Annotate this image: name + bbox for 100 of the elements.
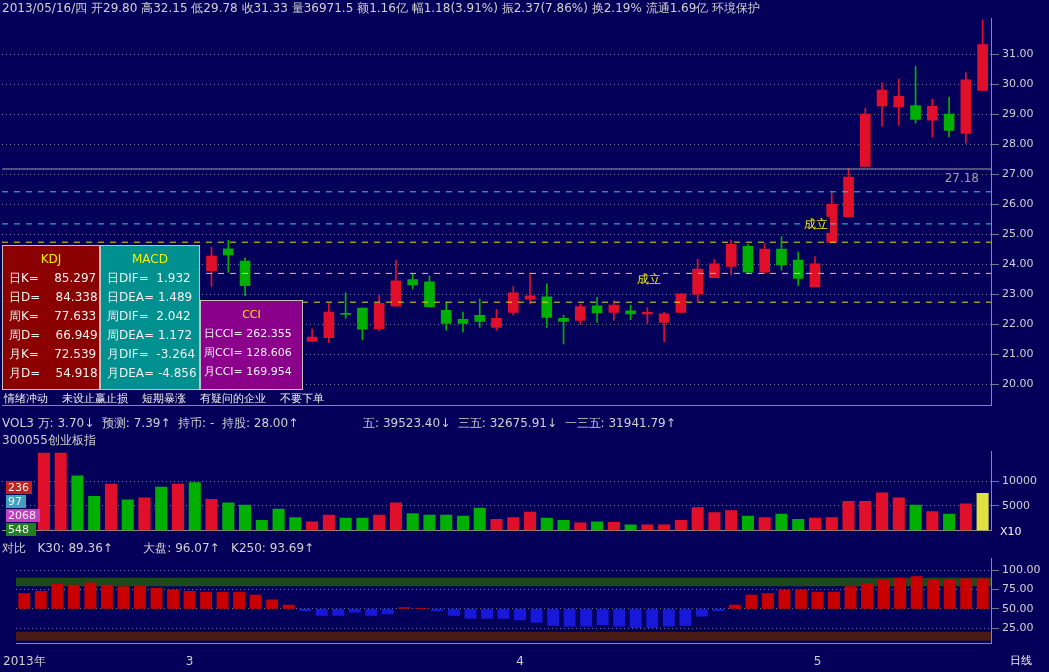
bar — [266, 599, 279, 609]
y-tick-label: 25.00 — [1002, 620, 1034, 634]
chart-title: 2013/05/16/四 开29.80 高32.15 低29.78 收31.33 量36971.5 额1.16亿 幅1.18(3.91%) 振2.37(7.86%) 换2.19% 流通1.69亿 环境保护 — [2, 1, 761, 16]
bar — [926, 511, 939, 531]
bar — [910, 576, 923, 609]
bar — [464, 608, 477, 619]
bar — [34, 590, 47, 609]
bar — [629, 608, 642, 629]
y-tick-label: 20.00 — [1002, 377, 1034, 391]
y-tick-label: 100.00 — [1002, 562, 1041, 576]
bar — [894, 577, 907, 609]
bar — [943, 579, 956, 609]
bar — [239, 504, 252, 531]
bar — [859, 500, 872, 531]
bar — [959, 503, 972, 531]
chart-subtitle: 300055创业板指 — [2, 432, 96, 447]
annotation: KDJ 日K= 85.297 日D= 84.338 周K= 77.633 周D= 66.949 月K= 72.539 月D= 54.918 — [9, 251, 98, 382]
annotation: 236 — [8, 481, 30, 494]
bar — [811, 591, 824, 609]
bar — [927, 579, 940, 609]
ref-line-label: 27.18 — [944, 171, 979, 186]
text: 日线 — [1010, 654, 1032, 667]
bar — [51, 583, 64, 609]
y-tick-label: 50.00 — [1002, 601, 1034, 615]
y-tick-label: 10000 — [1002, 474, 1037, 488]
bar — [134, 585, 146, 609]
x-tick-label: 4 — [516, 653, 524, 668]
bar — [842, 500, 855, 531]
bar — [607, 522, 620, 531]
x-tick-label: 5 — [813, 653, 822, 668]
bar — [447, 608, 460, 616]
bar — [563, 608, 576, 627]
y-tick-label: 31.00 — [1002, 47, 1034, 61]
bar — [557, 520, 570, 531]
y-tick-label: 29.00 — [1002, 107, 1034, 121]
y-tick-label: 27.00 — [1002, 167, 1034, 181]
bar — [456, 515, 470, 531]
annotation: MACD 日DIF= 1.932 日DEA= 1.489 周DIF= 2.042 周DEA= 1.172 月DIF= -3.264 月DEA= -4.856 — [107, 251, 197, 382]
bar — [233, 591, 246, 609]
bar — [155, 486, 168, 531]
bar — [825, 517, 838, 531]
bar — [662, 608, 675, 627]
bar — [381, 608, 394, 615]
bar — [306, 521, 319, 531]
bar — [778, 589, 791, 609]
text: X10 — [1000, 525, 1022, 538]
y-tick-label: 75.00 — [1002, 582, 1034, 596]
candlestick — [893, 78, 905, 126]
bar — [540, 517, 553, 531]
annotation: 548 — [8, 523, 34, 536]
bar — [37, 452, 50, 531]
bar — [775, 513, 788, 531]
bar — [828, 591, 840, 609]
bar — [473, 507, 486, 531]
bar — [795, 589, 807, 609]
bar — [497, 608, 510, 619]
bar — [348, 608, 361, 613]
bar — [943, 513, 956, 531]
annotation: 成立 — [637, 272, 661, 287]
bar — [960, 578, 973, 609]
bar — [315, 608, 328, 616]
bar — [373, 514, 386, 531]
bar — [249, 594, 262, 609]
annotation: CCI 日CCI= 262.355 周CCI= 128.606 月CCI= 169.954 — [204, 307, 293, 380]
bar — [514, 608, 526, 621]
x-tick-label: 2013年 — [3, 653, 46, 668]
bar — [876, 492, 889, 531]
y-tick-label: 23.00 — [1002, 287, 1034, 301]
bar — [272, 508, 285, 531]
y-tick-label: 22.00 — [1002, 317, 1034, 331]
bar — [580, 608, 593, 627]
bar — [792, 519, 805, 531]
bar — [745, 594, 758, 609]
bar — [440, 514, 453, 531]
y-tick-label: 28.00 — [1002, 137, 1034, 151]
y-tick-label: 24.00 — [1002, 257, 1034, 271]
bar — [88, 496, 101, 531]
bar — [861, 583, 874, 609]
bar — [282, 604, 295, 609]
y-tick-label: 21.00 — [1002, 347, 1034, 361]
bar — [725, 510, 738, 531]
bar — [523, 511, 537, 531]
bar — [613, 608, 626, 627]
bar — [679, 608, 692, 626]
annotation: 情绪冲动 未设止赢止损 短期暴涨 有疑问的企业 不要下单 — [4, 392, 324, 405]
annotation: 成立 — [804, 216, 828, 231]
bar — [67, 584, 80, 609]
bar — [728, 604, 741, 609]
bar — [121, 499, 134, 531]
bar — [530, 608, 543, 623]
bar — [84, 582, 97, 609]
bar — [150, 587, 163, 609]
bar — [117, 586, 130, 609]
bar — [356, 517, 369, 531]
bar — [389, 502, 402, 531]
chart-title: VOL3 万: 3.70↓ 预测: 7.39↑ 持币: - 持股: 28.00↑ 五: 39523.40↓ 三五: 32675.91↓ 一三五: 31941.79↑ — [2, 416, 676, 431]
candlestick — [474, 298, 486, 328]
bar — [761, 593, 774, 609]
bar — [909, 504, 922, 531]
candlestick — [524, 272, 536, 305]
